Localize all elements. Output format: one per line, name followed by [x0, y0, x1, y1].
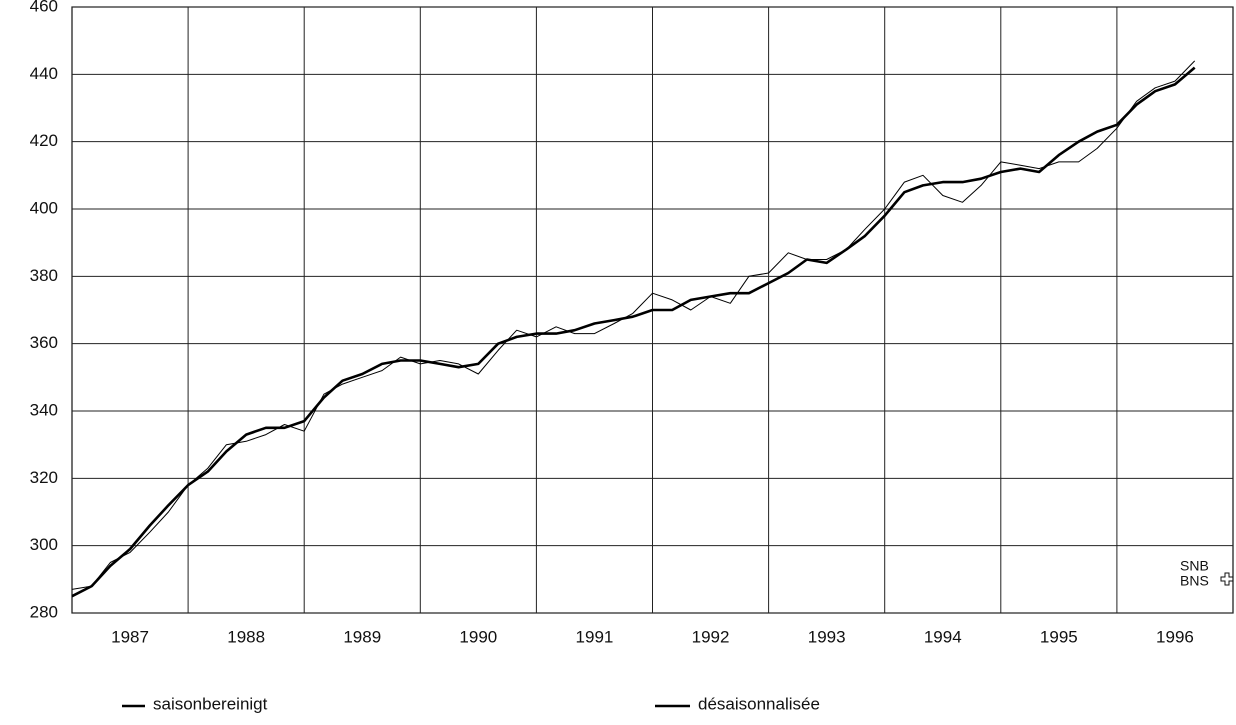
x-tick-label: 1992 — [692, 627, 730, 646]
logo-text: BNS — [1180, 573, 1209, 589]
y-tick-label: 320 — [30, 468, 58, 487]
y-tick-label: 420 — [30, 131, 58, 150]
x-tick-label: 1996 — [1156, 627, 1194, 646]
legend-label: désaisonnalisée — [698, 694, 820, 713]
y-tick-label: 380 — [30, 266, 58, 285]
y-tick-label: 440 — [30, 64, 58, 83]
x-tick-label: 1993 — [808, 627, 846, 646]
series-line — [71, 66, 1196, 598]
y-tick-label: 400 — [30, 198, 58, 217]
x-tick-label: 1987 — [111, 627, 149, 646]
legend-label: saisonbereinigt — [153, 694, 268, 713]
y-tick-label: 360 — [30, 333, 58, 352]
y-tick-label: 280 — [30, 602, 58, 621]
y-tick-label: 300 — [30, 535, 58, 554]
logo-text: SNB — [1180, 558, 1209, 574]
y-tick-label: 340 — [30, 400, 58, 419]
x-tick-label: 1994 — [924, 627, 962, 646]
series-line — [71, 60, 1196, 590]
x-tick-label: 1990 — [459, 627, 497, 646]
x-tick-label: 1995 — [1040, 627, 1078, 646]
y-tick-label: 460 — [30, 0, 58, 15]
logo-cross — [1220, 572, 1234, 586]
x-tick-label: 1989 — [343, 627, 381, 646]
x-tick-label: 1988 — [227, 627, 265, 646]
x-tick-label: 1991 — [576, 627, 614, 646]
